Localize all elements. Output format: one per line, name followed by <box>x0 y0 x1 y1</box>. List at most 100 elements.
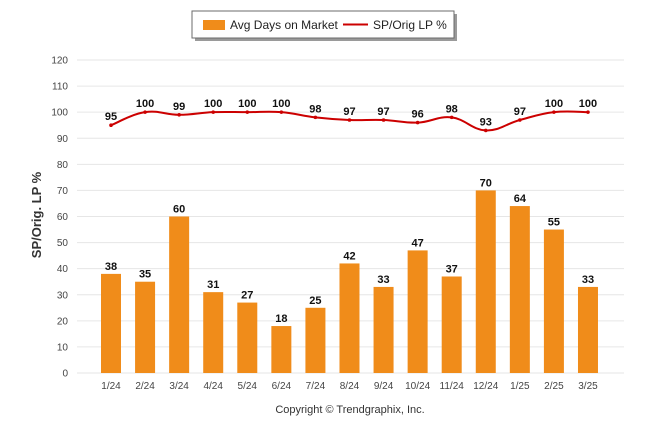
bar <box>373 286 394 373</box>
x-tick-label: 3/24 <box>169 381 189 392</box>
bar <box>271 326 292 373</box>
bar <box>475 190 496 373</box>
bar-value-label: 42 <box>343 250 355 262</box>
y-tick-label: 10 <box>57 342 69 353</box>
line-point <box>586 110 590 114</box>
line-value-label: 100 <box>204 98 222 110</box>
bar <box>407 250 428 373</box>
y-tick-label: 70 <box>57 186 69 197</box>
bar-data-labels: 38 35 60 31 27 18 25 42 33 47 37 70 64 55 33 <box>105 177 594 325</box>
legend-bar-swatch <box>203 20 225 30</box>
bar-value-label: 31 <box>207 279 219 291</box>
bar <box>135 281 156 373</box>
x-tick-label: 10/24 <box>405 381 430 392</box>
bar <box>203 292 224 373</box>
bar-value-label: 64 <box>514 193 527 205</box>
line-value-label: 98 <box>446 103 458 115</box>
bar <box>577 286 598 373</box>
bar <box>305 307 326 373</box>
line-point <box>245 110 250 114</box>
line-point <box>313 115 318 120</box>
bar <box>509 206 530 373</box>
line-value-label: 95 <box>105 111 117 123</box>
line-point <box>381 118 386 122</box>
x-tick-label: 4/24 <box>203 381 223 392</box>
line-series <box>109 110 590 133</box>
bar-value-label: 60 <box>173 204 185 216</box>
bar <box>441 276 462 373</box>
line-point <box>483 128 488 133</box>
line-value-label: 99 <box>173 101 185 113</box>
x-tick-label: 6/24 <box>272 381 292 392</box>
line-value-label: 100 <box>545 98 563 110</box>
bar <box>101 273 121 373</box>
x-tick-label: 8/24 <box>340 381 360 392</box>
y-tick-label: 60 <box>57 212 69 223</box>
bar-value-label: 25 <box>309 295 321 307</box>
line-value-label: 100 <box>136 98 154 110</box>
legend-label-bars: Avg Days on Market <box>230 18 338 32</box>
line-point <box>449 115 454 120</box>
line-value-label: 96 <box>412 109 424 121</box>
y-tick-label: 20 <box>57 316 69 327</box>
line-value-label: 97 <box>377 106 389 118</box>
line-value-label: 93 <box>480 116 492 128</box>
y-tick-label: 80 <box>57 160 69 171</box>
y-axis-label: SP/Orig. LP % <box>29 171 44 258</box>
line-point <box>415 120 420 125</box>
bar-value-label: 33 <box>582 274 594 286</box>
bar <box>169 216 190 373</box>
bar-value-label: 55 <box>548 217 560 229</box>
y-tick-label: 30 <box>57 290 69 301</box>
legend-box <box>191 10 455 39</box>
x-tick-label: 3/25 <box>578 381 598 392</box>
x-tick-label: 1/24 <box>101 381 121 392</box>
line-value-label: 97 <box>343 106 355 118</box>
bar-value-label: 35 <box>139 269 151 281</box>
bar-value-label: 27 <box>241 290 253 302</box>
x-tick-label: 1/25 <box>510 381 530 392</box>
bar <box>543 229 564 373</box>
x-tick-label: 2/25 <box>544 381 564 392</box>
x-tick-label: 5/24 <box>238 381 258 392</box>
y-tick-label: 40 <box>57 264 69 275</box>
legend-label-line: SP/Orig LP % <box>373 18 447 32</box>
y-tick-label: 50 <box>57 238 69 249</box>
bar-series <box>101 190 598 373</box>
bar-value-label: 18 <box>275 313 287 325</box>
line-value-label: 98 <box>309 103 321 115</box>
line-value-label: 100 <box>272 98 290 110</box>
line-value-label: 97 <box>514 106 526 118</box>
x-tick-label: 12/24 <box>473 381 498 392</box>
y-tick-label: 0 <box>62 369 68 380</box>
y-tick-label: 110 <box>52 82 68 93</box>
bar-value-label: 47 <box>412 237 424 249</box>
x-tick-label: 7/24 <box>306 381 326 392</box>
bar <box>237 302 258 373</box>
bar-value-label: 70 <box>480 177 492 189</box>
line-point <box>177 112 181 117</box>
line-point <box>109 123 113 128</box>
legend: Avg Days on Market SP/Orig LP % <box>191 10 457 41</box>
copyright-text: Copyright © Trendgraphix, Inc. <box>275 404 424 416</box>
x-tick-label: 9/24 <box>374 381 394 392</box>
line-point <box>552 110 556 114</box>
x-tick-label: 2/24 <box>135 381 155 392</box>
x-tick-labels: 1/24 2/24 3/24 4/24 5/24 6/24 7/24 8/24 9/24 10/2… <box>101 381 598 392</box>
y-tick-label: 90 <box>57 134 69 145</box>
y-tick-label: 120 <box>51 56 68 67</box>
line-point <box>518 118 522 122</box>
bar <box>339 263 360 373</box>
x-tick-label: 11/24 <box>440 381 465 392</box>
bar-value-label: 33 <box>377 274 389 286</box>
bar-value-label: 38 <box>105 261 117 273</box>
line-point <box>211 110 216 114</box>
y-tick-label: 100 <box>51 108 68 119</box>
y-tick-labels: 0 10 20 30 40 50 60 70 80 90 100 110 120 <box>51 56 68 380</box>
line-data-labels: 95 100 99 100 100 100 98 97 97 96 98 93 97 100 100 <box>105 98 597 128</box>
line-value-label: 100 <box>238 98 256 110</box>
line-value-label: 100 <box>579 98 597 110</box>
bar-value-label: 37 <box>446 263 458 275</box>
line-point <box>143 110 147 114</box>
